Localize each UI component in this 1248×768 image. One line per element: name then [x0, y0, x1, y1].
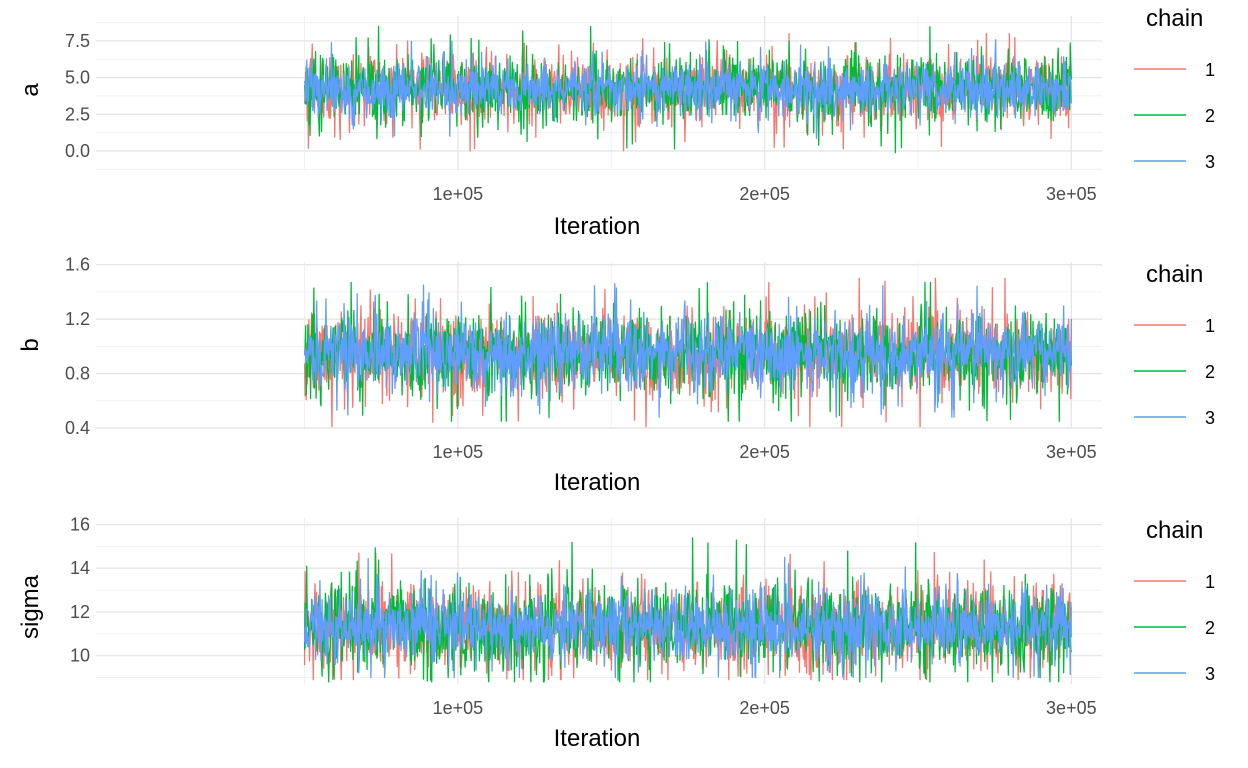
series-line-chain-3	[303, 283, 1072, 418]
y-tick-label: 14	[70, 558, 90, 578]
y-tick-label: 16	[70, 515, 90, 535]
legend-sigma: chain 1 2 3	[1134, 517, 1215, 684]
legend-title: chain	[1146, 5, 1203, 32]
panel-b: 0.4 0.8 1.2 1.6 1e+05 2e+05 3e+05 Iteration b cha…	[17, 255, 1215, 496]
y-axis-title: sigma	[17, 574, 44, 639]
y-tick-label: 10	[70, 646, 90, 666]
y-axis-title: b	[17, 338, 44, 351]
panel-a: 0.0 2.5 5.0 7.5 1e+05 2e+05 3e+05 Iteration a cha…	[17, 5, 1215, 240]
y-tick-label: 1.6	[65, 255, 90, 275]
legend-label-chain-2: 2	[1205, 362, 1215, 382]
legend-title: chain	[1146, 517, 1203, 544]
x-tick-label: 3e+05	[1046, 698, 1097, 718]
y-tick-label: 0.8	[65, 364, 90, 384]
x-tick-label: 1e+05	[433, 442, 484, 462]
x-axis-title: Iteration	[554, 213, 641, 240]
x-axis-title: Iteration	[554, 725, 641, 752]
y-tick-label: 7.5	[65, 31, 90, 51]
y-axis-title: a	[17, 83, 44, 97]
legend-label-chain-1: 1	[1205, 60, 1215, 80]
legend-label-chain-2: 2	[1205, 106, 1215, 126]
x-tick-label: 1e+05	[433, 698, 484, 718]
x-tick-label: 1e+05	[433, 184, 484, 204]
legend-label-chain-2: 2	[1205, 618, 1215, 638]
legend-a: chain 1 2 3	[1134, 5, 1215, 172]
x-tick-label: 2e+05	[739, 184, 790, 204]
series-line-chain-3	[303, 39, 1072, 139]
y-tick-label: 0.0	[65, 141, 90, 161]
y-tick-label: 1.2	[65, 309, 90, 329]
x-tick-label: 2e+05	[739, 698, 790, 718]
y-tick-label: 2.5	[65, 104, 90, 124]
legend-label-chain-1: 1	[1205, 316, 1215, 336]
legend-label-chain-3: 3	[1205, 408, 1215, 428]
legend-label-chain-3: 3	[1205, 152, 1215, 172]
y-tick-label: 0.4	[65, 418, 90, 438]
legend-title: chain	[1146, 261, 1203, 288]
x-tick-label: 2e+05	[739, 442, 790, 462]
x-tick-label: 3e+05	[1046, 184, 1097, 204]
x-tick-label: 3e+05	[1046, 442, 1097, 462]
series-line-chain-3	[303, 556, 1072, 679]
legend-label-chain-3: 3	[1205, 664, 1215, 684]
y-tick-label: 5.0	[65, 68, 90, 88]
x-axis-title: Iteration	[554, 469, 641, 496]
legend-b: chain 1 2 3	[1134, 261, 1215, 428]
legend-label-chain-1: 1	[1205, 572, 1215, 592]
y-tick-label: 12	[70, 602, 90, 622]
